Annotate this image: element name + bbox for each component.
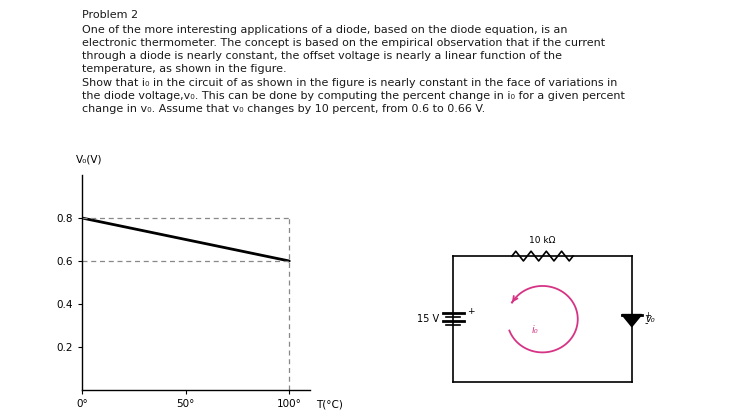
Text: T(°C): T(°C) — [316, 400, 343, 410]
Text: -: - — [644, 318, 648, 328]
Text: 10 kΩ: 10 kΩ — [530, 236, 556, 245]
Text: Problem 2: Problem 2 — [82, 10, 138, 20]
Text: electronic thermometer. The concept is based on the empirical observation that i: electronic thermometer. The concept is b… — [82, 38, 605, 48]
Text: 15 V: 15 V — [417, 314, 439, 324]
Text: +: + — [466, 307, 474, 316]
Text: i₀: i₀ — [532, 325, 538, 335]
Text: Show that i₀ in the circuit of as shown in the figure is nearly constant in the : Show that i₀ in the circuit of as shown … — [82, 78, 617, 88]
Polygon shape — [622, 315, 642, 327]
Text: through a diode is nearly constant, the offset voltage is nearly a linear functi: through a diode is nearly constant, the … — [82, 51, 562, 61]
Text: temperature, as shown in the figure.: temperature, as shown in the figure. — [82, 64, 286, 74]
Text: v₀: v₀ — [645, 314, 655, 324]
Text: V₀(V): V₀(V) — [76, 154, 102, 164]
Text: One of the more interesting applications of a diode, based on the diode equation: One of the more interesting applications… — [82, 25, 568, 35]
Text: +: + — [644, 311, 651, 320]
Text: the diode voltage,v₀. This can be done by computing the percent change in i₀ for: the diode voltage,v₀. This can be done b… — [82, 91, 625, 101]
Text: change in v₀. Assume that v₀ changes by 10 percent, from 0.6 to 0.66 V.: change in v₀. Assume that v₀ changes by … — [82, 104, 485, 114]
